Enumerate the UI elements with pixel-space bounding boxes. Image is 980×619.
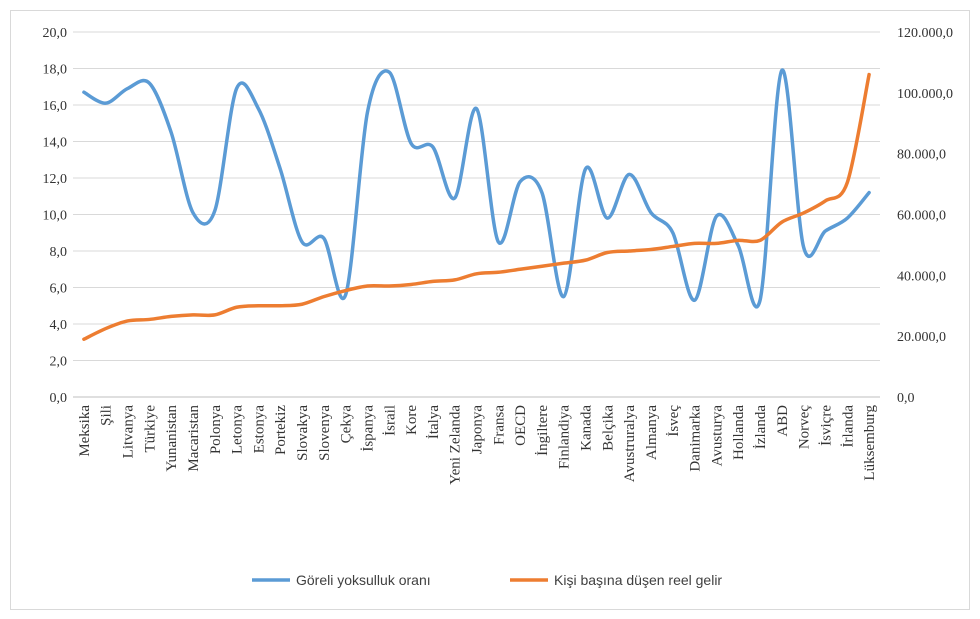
left-axis-tick-label: 16,0 bbox=[43, 99, 68, 114]
series-line-1 bbox=[82, 68, 871, 309]
legend-label-series-2: Kişi başına düşen reel gelir bbox=[554, 572, 722, 588]
category-label: Kanada bbox=[579, 405, 595, 451]
category-label: Letonya bbox=[230, 405, 246, 454]
category-label: Almanya bbox=[644, 405, 660, 460]
right-axis-tick-label: 60.000,0 bbox=[897, 209, 946, 224]
gridlines bbox=[73, 31, 880, 398]
category-label: Danimarka bbox=[688, 405, 704, 472]
left-axis-tick-label: 2,0 bbox=[50, 355, 68, 370]
category-label: Polonya bbox=[208, 405, 224, 455]
category-label: Yunanistan bbox=[164, 405, 180, 472]
category-label: İrlanda bbox=[840, 405, 856, 448]
category-label: Çekya bbox=[339, 405, 355, 444]
right-axis-tick-label: 100.000,0 bbox=[897, 87, 953, 102]
category-label: Estonya bbox=[251, 405, 267, 454]
left-axis-tick-label: 8,0 bbox=[50, 245, 68, 260]
category-label: Hollanda bbox=[731, 405, 747, 460]
category-label: OECD bbox=[513, 405, 529, 446]
left-axis-tick-label: 0,0 bbox=[50, 391, 68, 406]
left-axis-tick-label: 4,0 bbox=[50, 318, 68, 333]
category-label: Yeni Zelanda bbox=[448, 405, 464, 485]
left-axis-tick-label: 18,0 bbox=[43, 63, 68, 78]
category-label: İzlanda bbox=[753, 405, 769, 449]
category-label: Litvanya bbox=[121, 405, 137, 459]
category-label: Finlandiya bbox=[557, 405, 573, 470]
category-label: İngiltere bbox=[535, 405, 551, 456]
series-layer bbox=[82, 68, 871, 341]
left-axis-tick-label: 10,0 bbox=[43, 209, 68, 224]
category-label: Şili bbox=[99, 405, 115, 426]
chart-frame bbox=[10, 10, 970, 610]
category-label: İsveç bbox=[666, 405, 682, 437]
category-label: Türkiye bbox=[142, 405, 158, 453]
right-axis-tick-label: 80.000,0 bbox=[897, 148, 946, 163]
right-axis-tick-label: 120.000,0 bbox=[897, 26, 953, 41]
legend: Göreli yoksulluk oranı Kişi başına düşen… bbox=[252, 572, 722, 588]
category-label: Slovenya bbox=[317, 405, 333, 461]
category-label: Slovakya bbox=[295, 405, 311, 461]
category-label: Lüksemburg bbox=[862, 405, 878, 481]
left-axis-tick-label: 6,0 bbox=[50, 282, 68, 297]
category-label: İsviçre bbox=[818, 405, 834, 446]
series-line-2 bbox=[82, 72, 871, 341]
category-label: Macaristan bbox=[186, 405, 202, 472]
category-label: Avusturya bbox=[709, 405, 725, 467]
left-axis-tick-label: 12,0 bbox=[43, 172, 68, 187]
category-label: Japonya bbox=[470, 405, 486, 454]
category-label: Fransa bbox=[491, 405, 507, 445]
category-label: Norveç bbox=[797, 405, 813, 449]
category-label: Kore bbox=[404, 405, 420, 435]
category-label: İtalya bbox=[426, 405, 442, 439]
category-label: İspanya bbox=[360, 405, 376, 452]
category-label: Belçika bbox=[600, 405, 616, 451]
left-axis-tick-label: 14,0 bbox=[43, 136, 68, 151]
right-axis-tick-label: 20.000,0 bbox=[897, 330, 946, 345]
legend-label-series-1: Göreli yoksulluk oranı bbox=[296, 572, 431, 588]
category-label: Avustruralya bbox=[622, 405, 638, 483]
left-axis-ticks: 0,0 2,0 4,0 6,0 8,0 10,0 12,0 14,0 16,0 18,0 20,0 bbox=[43, 26, 68, 406]
right-axis-ticks: 0,0 20.000,0 40.000,0 60.000,0 80.000,0 100.0… bbox=[897, 26, 953, 406]
right-axis-tick-label: 40.000,0 bbox=[897, 269, 946, 284]
category-label: ABD bbox=[775, 405, 791, 437]
category-label: İsrail bbox=[382, 405, 398, 436]
category-label: Meksika bbox=[77, 405, 93, 457]
category-label: Portekiz bbox=[273, 405, 289, 455]
left-axis-tick-label: 20,0 bbox=[43, 26, 68, 41]
right-axis-tick-label: 0,0 bbox=[897, 391, 915, 406]
category-axis-labels: Meksika Şili Litvanya Türkiye Yunanistan Maca… bbox=[77, 405, 878, 485]
